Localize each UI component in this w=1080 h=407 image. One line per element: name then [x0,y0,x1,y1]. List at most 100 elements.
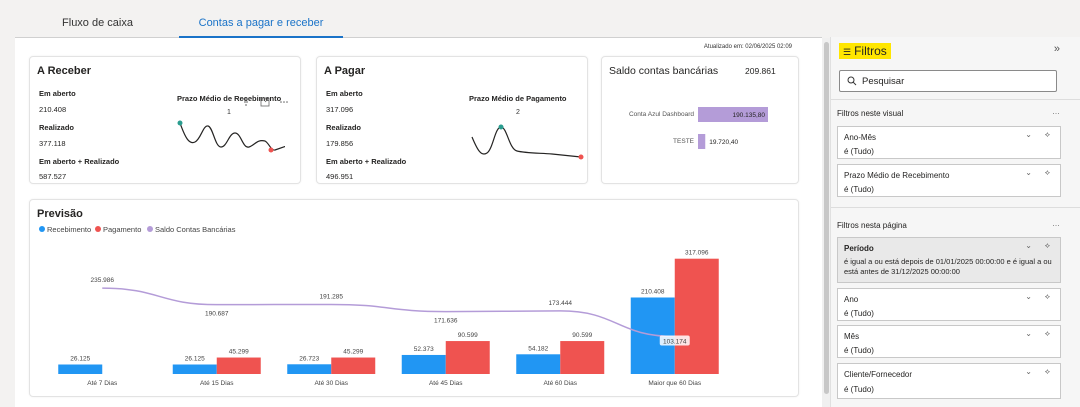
filters-search-input[interactable]: Pesquisar [839,70,1057,92]
sparkline-max-point [498,124,504,130]
pin-icon[interactable]: ⟡ [1044,367,1050,376]
pin-icon[interactable]: ⟡ [1044,329,1050,338]
receber-spark-title: Prazo Médio de Recebimento [177,94,282,103]
tab-contas-a-pagar-e-receber[interactable]: Contas a pagar e receber [179,8,343,38]
filters-divider [831,207,1080,208]
pagamento-bar[interactable] [216,357,261,374]
pin-icon[interactable]: ⟡ [1044,241,1050,250]
pagar-sparkline [471,124,584,160]
filter-card-title: Prazo Médio de Recebimento [844,171,950,180]
saldo-bar-value: 190.135,80 [732,112,765,119]
pagar-title: A Pagar [324,65,366,77]
more-options-icon[interactable] [280,101,288,103]
recebimento-bar[interactable] [287,364,332,374]
filters-title: Filtros [854,44,887,58]
filter-card-value: é (Tudo) [844,346,874,355]
focus-mode-icon[interactable] [260,97,270,107]
search-placeholder: Pesquisar [862,76,905,87]
collapse-pane-icon[interactable]: » [1053,43,1060,55]
canvas-scrollbar[interactable] [822,38,830,407]
filter-card-ano[interactable]: Ano é (Tudo) ⌄ ⟡ [837,288,1061,321]
saldo-line-label: 171.636 [434,318,458,325]
sparkline-min-point [578,154,584,160]
visual-header-icons[interactable] [240,96,300,108]
saldo-line-label: 235.986 [91,277,115,284]
report-tabs: Fluxo de caixa Contas a pagar e receber [15,8,822,38]
pin-icon[interactable]: ⟡ [1044,292,1050,301]
pagamento-bar[interactable] [445,341,490,374]
receber-total-label: Em aberto + Realizado [39,157,120,166]
receber-em-aberto-value: 210.408 [39,105,67,114]
filter-card-value: é (Tudo) [844,147,874,156]
pagamento-bar[interactable] [560,341,605,374]
scrollbar-thumb[interactable] [824,42,829,394]
filter-card-mes[interactable]: Mês é (Tudo) ⌄ ⟡ [837,325,1061,358]
pagar-card[interactable]: A Pagar Em aberto 317.096 Realizado 179.… [316,56,588,184]
chevron-down-icon[interactable]: ⌄ [1025,168,1032,177]
saldo-line-label-bg [659,335,690,346]
recebimento-bar[interactable] [172,364,217,375]
more-options-icon[interactable]: … [1052,107,1060,116]
saldo-bar[interactable] [698,107,768,122]
pagar-realizado-value: 179.856 [326,139,354,148]
filter-card-ano-mes[interactable]: Ano-Mês é (Tudo) ⌄ ⟡ [837,126,1061,159]
saldo-line[interactable] [102,287,675,338]
pin-icon[interactable]: ⟡ [1044,168,1050,177]
filter-card-value: é (Tudo) [844,385,874,394]
saldo-total: 209.861 [745,66,776,76]
chevron-down-icon[interactable]: ⌄ [1025,130,1032,139]
filter-card-prazo-medio[interactable]: Prazo Médio de Recebimento é (Tudo) ⌄ ⟡ [837,164,1061,197]
pagamento-bar[interactable] [674,258,719,374]
legend-recebimento-swatch [39,226,45,232]
tab-fluxo-de-caixa[interactable]: Fluxo de caixa [62,17,133,29]
previsao-title: Previsão [37,208,83,220]
previsao-chart: 26.125 Até 7 Dias 26.125 45.299 Até 15 Dias 2… [58,250,719,387]
recebimento-bar[interactable] [401,354,446,374]
pagar-spark-value: 2 [516,109,520,116]
filter-icon: ☰ [843,47,852,57]
x-tick-label: Maior que 60 Dias [648,380,701,387]
filters-header: ☰ Filtros [839,43,891,59]
saldo-title: Saldo contas bancárias [609,65,719,77]
filter-card-value: é (Tudo) [844,185,874,194]
pagar-total-value: 496.951 [326,172,354,181]
filter-card-value: é igual a ou está depois de 01/01/2025 0… [844,257,1052,276]
legend-pagamento-swatch [95,226,101,232]
previsao-card[interactable]: Previsão Recebimento Pagamento Saldo Con… [29,199,799,397]
saldo-bar-chart: Conta Azul Dashboard 190.135,80 TESTE 19.72… [629,107,768,149]
previsao-legend: Recebimento Pagamento Saldo Contas Bancá… [39,225,236,234]
saldo-line-label: 103.174 [663,338,687,345]
more-options-icon[interactable]: … [1052,219,1060,228]
chevron-down-icon[interactable]: ⌄ [1025,241,1032,250]
pagar-em-aberto-value: 317.096 [326,105,354,114]
pagamento-bar[interactable] [331,357,376,374]
filter-card-periodo[interactable]: Período é igual a ou está depois de 01/0… [837,237,1061,283]
receber-realizado-label: Realizado [39,123,75,132]
recebimento-bar[interactable] [516,354,561,374]
chevron-down-icon[interactable]: ⌄ [1025,292,1032,301]
filter-card-value: é (Tudo) [844,309,874,318]
saldo-bar-label: Conta Azul Dashboard [629,111,694,118]
legend-saldo-swatch [147,226,153,232]
receber-card[interactable]: A Receber Em aberto 210.408 Realizado 37… [29,56,301,184]
pagamento-bar-label: 90.599 [458,332,478,339]
filter-icon[interactable] [242,98,250,106]
chevron-down-icon[interactable]: ⌄ [1025,367,1032,376]
updated-timestamp: Atualizado em: 02/06/2025 02:09 [703,44,792,50]
x-tick-label: Até 45 Dias [429,380,463,387]
recebimento-bar[interactable] [58,364,103,375]
x-tick-label: Até 7 Dias [87,380,118,387]
saldo-bar[interactable] [698,134,706,149]
pagamento-bar-label: 317.096 [685,250,709,257]
recebimento-bar-label: 54.182 [528,345,548,352]
filters-visual-section: Filtros neste visual [837,109,904,118]
pin-icon[interactable]: ⟡ [1044,130,1050,139]
saldo-card[interactable]: Saldo contas bancárias 209.861 Conta Azu… [601,56,799,184]
receber-sparkline [177,120,285,153]
chevron-down-icon[interactable]: ⌄ [1025,329,1032,338]
pagar-total-label: Em aberto + Realizado [326,157,407,166]
recebimento-bar-label: 26.125 [185,356,205,363]
filter-card-cliente-fornecedor[interactable]: Cliente/Fornecedor é (Tudo) ⌄ ⟡ [837,363,1061,399]
recebimento-bar-label: 26.125 [70,356,90,363]
saldo-bar-label: TESTE [673,138,695,145]
